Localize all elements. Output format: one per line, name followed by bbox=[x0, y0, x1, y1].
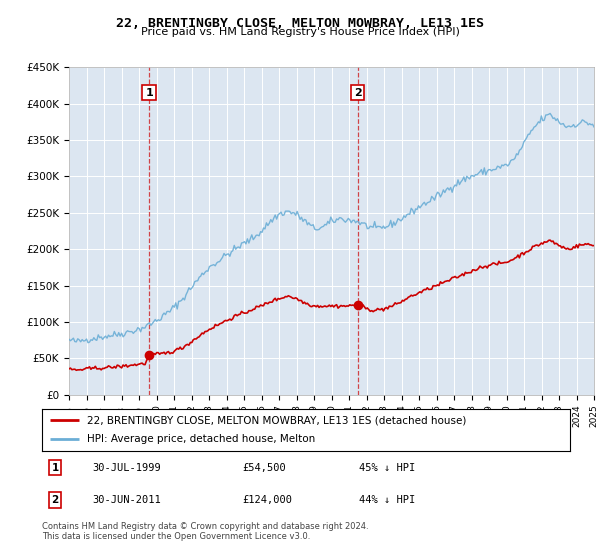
Text: 2: 2 bbox=[354, 88, 362, 97]
Text: 2: 2 bbox=[52, 495, 59, 505]
Text: 1: 1 bbox=[145, 88, 153, 97]
Text: 22, BRENTINGBY CLOSE, MELTON MOWBRAY, LE13 1ES: 22, BRENTINGBY CLOSE, MELTON MOWBRAY, LE… bbox=[116, 17, 484, 30]
Text: £124,000: £124,000 bbox=[242, 495, 293, 505]
Text: Price paid vs. HM Land Registry's House Price Index (HPI): Price paid vs. HM Land Registry's House … bbox=[140, 27, 460, 37]
Text: 45% ↓ HPI: 45% ↓ HPI bbox=[359, 463, 415, 473]
Text: 30-JUN-2011: 30-JUN-2011 bbox=[92, 495, 161, 505]
Text: Contains HM Land Registry data © Crown copyright and database right 2024.
This d: Contains HM Land Registry data © Crown c… bbox=[42, 522, 368, 542]
Text: £54,500: £54,500 bbox=[242, 463, 286, 473]
Text: 22, BRENTINGBY CLOSE, MELTON MOWBRAY, LE13 1ES (detached house): 22, BRENTINGBY CLOSE, MELTON MOWBRAY, LE… bbox=[87, 415, 466, 425]
Text: HPI: Average price, detached house, Melton: HPI: Average price, detached house, Melt… bbox=[87, 435, 315, 445]
Text: 1: 1 bbox=[52, 463, 59, 473]
Text: 44% ↓ HPI: 44% ↓ HPI bbox=[359, 495, 415, 505]
Text: 30-JUL-1999: 30-JUL-1999 bbox=[92, 463, 161, 473]
